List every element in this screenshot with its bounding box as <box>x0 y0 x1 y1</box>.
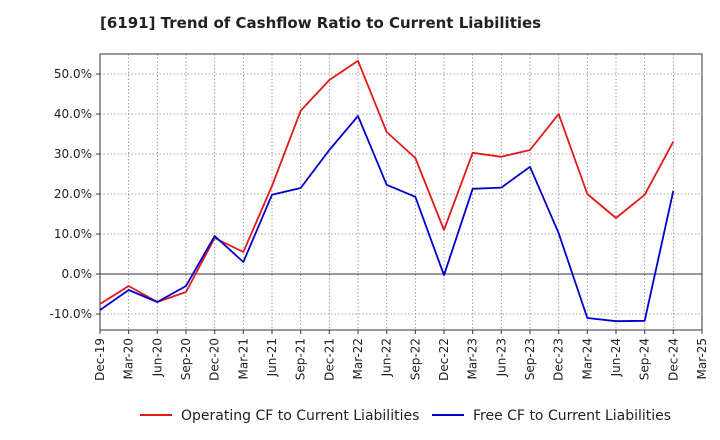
x-tick-label: Jun-24 <box>609 338 623 377</box>
x-tick-label: Dec-21 <box>322 338 336 381</box>
x-tick-label: Dec-20 <box>208 338 222 381</box>
x-tick-label: Mar-22 <box>351 338 365 379</box>
x-tick-label: Dec-19 <box>93 338 107 381</box>
series-line-2 <box>99 115 675 323</box>
x-tick-label: Sep-21 <box>294 338 308 380</box>
chart-title: [6191] Trend of Cashflow Ratio to Curren… <box>100 14 542 32</box>
x-tick-label: Dec-23 <box>552 338 566 381</box>
y-tick-label: 20.0% <box>54 187 92 201</box>
x-tick-label: Mar-24 <box>580 338 594 379</box>
x-tick-label: Mar-25 <box>695 338 709 379</box>
plot-area <box>100 54 702 330</box>
legend-label-2: Free CF to Current Liabilities <box>473 408 671 424</box>
x-tick-label: Jun-21 <box>265 338 279 377</box>
x-tick-label: Mar-23 <box>466 338 480 379</box>
y-tick-label: 50.0% <box>54 67 92 81</box>
y-tick-label: -10.0% <box>50 307 92 321</box>
x-tick-label: Sep-22 <box>408 338 422 380</box>
legend-label-1: Operating CF to Current Liabilities <box>181 408 419 424</box>
x-tick-label: Sep-23 <box>523 338 537 380</box>
series-line-1 <box>99 59 675 305</box>
y-tick-label: 10.0% <box>54 227 92 241</box>
y-tick-label: 40.0% <box>54 107 92 121</box>
x-tick-label: Jun-20 <box>150 338 164 377</box>
x-tick-label: Dec-22 <box>437 338 451 381</box>
plot-frame <box>99 53 703 331</box>
x-tick-label: Jun-23 <box>494 338 508 377</box>
x-tick-label: Dec-24 <box>666 338 680 381</box>
x-tick-label: Mar-20 <box>122 338 136 379</box>
y-tick-label: 30.0% <box>54 147 92 161</box>
x-tick-label: Mar-21 <box>236 338 250 379</box>
x-tick-label: Sep-20 <box>179 338 193 380</box>
x-tick-label: Sep-24 <box>638 338 652 380</box>
x-tick-label: Jun-22 <box>380 338 394 377</box>
y-tick-label: 0.0% <box>62 267 93 281</box>
